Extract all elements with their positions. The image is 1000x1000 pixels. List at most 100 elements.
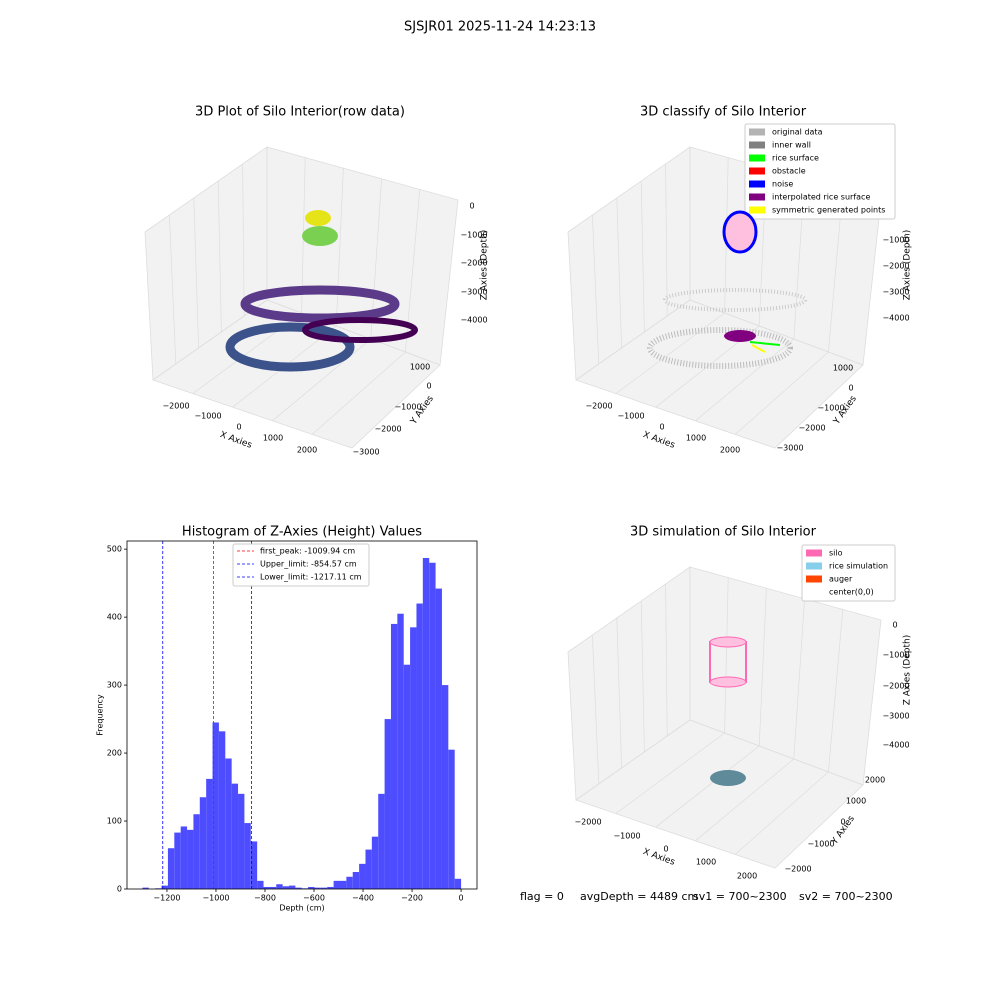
- bar: [212, 722, 219, 889]
- panel-title: 3D Plot of Silo Interior(row data): [195, 105, 405, 120]
- bar: [371, 836, 379, 889]
- figure-title: SJSJR01 2025-11-24 14:23:13: [404, 20, 596, 35]
- x-tick-label: −2000: [585, 402, 612, 411]
- z-tick-label: −1000: [460, 231, 487, 240]
- z-axis-label: Z Axies (Depth): [480, 230, 490, 301]
- y-tick-label: −1000: [817, 404, 844, 413]
- bar: [161, 885, 168, 889]
- y-tick-label: 1000: [833, 364, 853, 373]
- bar: [435, 588, 442, 889]
- z-axis-label: Z Axies (Depth): [903, 635, 913, 706]
- x-axis-label: X Axies: [641, 430, 676, 451]
- pane-grid: [615, 732, 725, 814]
- z-tick-label: −1000: [882, 651, 909, 660]
- bar: [180, 826, 188, 889]
- bar: [206, 778, 213, 889]
- bar: [276, 884, 283, 889]
- bar: [193, 814, 200, 889]
- pane-grid: [655, 745, 760, 828]
- cloud: [240, 285, 400, 323]
- pane-grid: [272, 338, 372, 422]
- z-tick-label: 0: [469, 202, 474, 211]
- cloud: [663, 288, 807, 312]
- legend-swatch: [806, 562, 822, 570]
- legend-label: silo: [829, 549, 843, 558]
- panel-title: Histogram of Z-Axies (Height) Values: [182, 525, 422, 540]
- pane-grid: [758, 588, 767, 747]
- y-tick-label: 300: [107, 681, 122, 690]
- bar: [403, 664, 411, 889]
- rice-shape: [710, 770, 746, 786]
- silo-shape: [709, 636, 747, 648]
- axes-frame: [126, 540, 478, 890]
- legend-label: center(0,0): [829, 588, 874, 597]
- bar: [187, 829, 194, 889]
- z-tick-label: −2000: [882, 682, 909, 691]
- point-cloud-decoration: [225, 210, 807, 786]
- legend-label: rice simulation: [829, 562, 888, 571]
- legend-label: interpolated rice surface: [772, 193, 870, 202]
- cloud: [751, 344, 766, 353]
- legend-swatch: [749, 128, 765, 136]
- bar: [142, 887, 149, 889]
- pane-grid: [734, 771, 829, 855]
- pane-grid: [335, 168, 344, 327]
- legend-box: [744, 123, 896, 220]
- cloud: [647, 327, 793, 369]
- z-tick-label: −4000: [460, 316, 487, 325]
- legend-label: auger: [829, 575, 853, 584]
- x-tick-label: −1000: [202, 894, 229, 903]
- silo-shape: [709, 676, 747, 688]
- bar: [250, 841, 258, 889]
- pane: [575, 719, 864, 869]
- legend-swatch: [806, 549, 822, 557]
- z-tick-label: −3000: [882, 712, 909, 721]
- bar: [225, 758, 232, 889]
- bar: [199, 797, 207, 889]
- x-axis-label: Depth (cm): [279, 904, 324, 913]
- z-tick-label: −4000: [882, 314, 909, 323]
- z-tick-label: −2000: [882, 262, 909, 271]
- bar: [257, 880, 264, 889]
- y-tick-label: −2000: [374, 425, 401, 434]
- legend-box: [232, 543, 370, 587]
- panel-title: 3D simulation of Silo Interior: [630, 525, 817, 540]
- cloud: [305, 210, 331, 226]
- y-tick-label: −1000: [394, 403, 421, 412]
- bar: [295, 887, 302, 889]
- pane-grid: [793, 598, 805, 760]
- bar: [231, 783, 239, 889]
- pane-grid: [665, 163, 668, 317]
- bar: [314, 887, 321, 889]
- footer-text: avgDepth = 4489 cm: [580, 890, 698, 903]
- x-tick-label: 0: [663, 845, 668, 854]
- y-tick-label: 1000: [846, 797, 866, 806]
- pane-grid: [311, 351, 406, 435]
- bar: [327, 886, 334, 889]
- bar: [308, 886, 315, 889]
- pane-grid: [616, 197, 622, 349]
- cloud: [225, 322, 355, 372]
- y-tick-label: 400: [107, 613, 122, 622]
- y-tick-label: 0: [848, 384, 853, 393]
- x-tick-label: 0: [236, 423, 241, 432]
- x-tick-label: −600: [303, 894, 325, 903]
- pane: [575, 299, 864, 449]
- y-tick-label: −2000: [798, 424, 825, 433]
- z-tick-label: 0: [892, 621, 897, 630]
- legend-swatch: [749, 141, 765, 149]
- pane-grid: [242, 163, 245, 317]
- x-tick-label: 0: [659, 423, 664, 432]
- bar: [352, 872, 360, 889]
- bar: [416, 603, 423, 889]
- bar: [339, 880, 347, 889]
- pane-grid: [828, 609, 844, 773]
- y-tick-label: −3000: [352, 448, 379, 457]
- bar: [359, 863, 366, 889]
- pane: [152, 299, 441, 449]
- bar: [441, 685, 449, 889]
- bar: [167, 848, 175, 889]
- z-tick-label: −2000: [460, 259, 487, 268]
- pane-grid: [724, 577, 729, 734]
- pane-grid: [592, 634, 600, 785]
